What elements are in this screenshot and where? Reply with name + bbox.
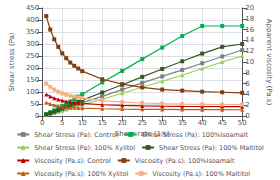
svg-text:30: 30: [158, 119, 167, 127]
svg-text:Shear stress (Pa): Shear stress (Pa): [8, 32, 16, 91]
svg-text:0: 0: [40, 119, 44, 127]
svg-text:16: 16: [245, 26, 254, 34]
svg-text:Apparent viscosity (Pa.s): Apparent viscosity (Pa.s): [265, 19, 273, 106]
svg-text:4: 4: [245, 90, 250, 98]
svg-text:0: 0: [245, 112, 250, 120]
svg-text:250: 250: [26, 52, 39, 60]
svg-text:50: 50: [238, 119, 247, 127]
svg-text:100: 100: [26, 88, 39, 96]
svg-text:10: 10: [245, 58, 254, 66]
svg-text:20: 20: [245, 4, 254, 12]
svg-text:10: 10: [78, 119, 87, 127]
svg-text:14: 14: [245, 36, 254, 44]
svg-text:45: 45: [218, 119, 227, 127]
svg-text:Shear Stress (Pa): Control: Shear Stress (Pa): Control: [34, 131, 118, 139]
svg-text:8: 8: [245, 69, 249, 77]
svg-text:200: 200: [26, 64, 39, 72]
svg-text:50: 50: [30, 100, 39, 108]
svg-text:300: 300: [26, 40, 39, 48]
svg-text:25: 25: [138, 119, 147, 127]
svg-text:Shear Stress (Pa): 100% Maltit: Shear Stress (Pa): 100% Maltitol: [159, 144, 264, 152]
svg-text:Viscosity (Pa.s): Control: Viscosity (Pa.s): Control: [34, 157, 111, 165]
svg-text:400: 400: [26, 16, 39, 24]
svg-text:Shear Stress (Pa): 100% Xylito: Shear Stress (Pa): 100% Xylitol: [34, 144, 135, 152]
svg-text:5: 5: [60, 119, 64, 127]
svg-text:Shear Stress (Pa): 100%Isoamal: Shear Stress (Pa): 100%Isoamalt: [142, 131, 249, 139]
svg-text:Viscosity (Pa.s): 100%Isoamalt: Viscosity (Pa.s): 100%Isoamalt: [135, 157, 235, 165]
svg-text:450: 450: [26, 4, 39, 12]
svg-text:40: 40: [198, 119, 207, 127]
svg-text:350: 350: [26, 28, 39, 36]
svg-text:Viscosity (Pa.s): 100% Xylitol: Viscosity (Pa.s): 100% Xylitol: [34, 170, 128, 178]
svg-text:12: 12: [245, 47, 254, 55]
svg-text:0: 0: [35, 112, 39, 120]
svg-text:20: 20: [118, 119, 127, 127]
svg-text:15: 15: [98, 119, 107, 127]
svg-text:18: 18: [245, 15, 254, 23]
svg-text:2: 2: [245, 101, 249, 109]
svg-text:6: 6: [245, 80, 250, 88]
svg-text:35: 35: [178, 119, 187, 127]
svg-text:150: 150: [26, 76, 39, 84]
svg-text:Viscosity (Pa.s): 100% Maltito: Viscosity (Pa.s): 100% Maltitol: [152, 170, 250, 178]
